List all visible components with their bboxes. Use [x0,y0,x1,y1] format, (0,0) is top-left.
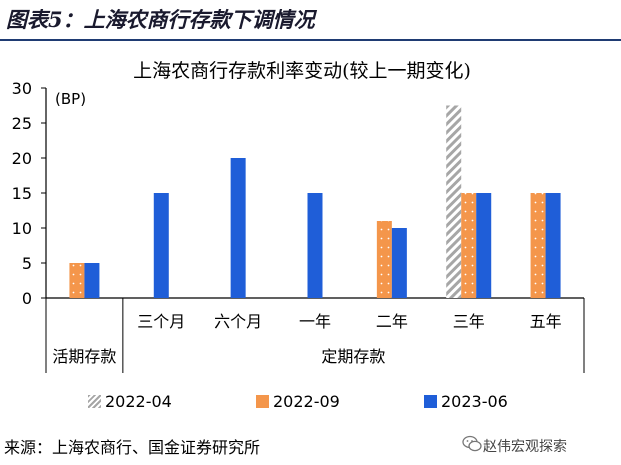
legend-swatch-2023-06 [424,395,437,408]
y-axis-unit: (BP) [55,90,86,108]
y-tick-label: 25 [12,114,32,133]
title-divider [0,39,621,41]
source-note: 来源：上海农商行、国金证券研究所 [4,438,261,457]
x-group-label: 活期存款 [52,347,116,366]
legend-label-2022-04: 2022-04 [105,392,172,411]
bar-2022-09-三年 [461,193,477,298]
legend-label-2023-06: 2023-06 [441,392,508,411]
bar-2023-06-活期存款 [84,263,100,298]
bar-2023-06-一年 [307,193,323,298]
brand-name: 赵伟宏观探索 [483,439,567,455]
y-tick-label: 10 [12,219,32,238]
x-tick-label: 六个月 [214,312,262,331]
bar-2023-06-六个月 [230,158,246,298]
legend-item-2022-09: 2022-09 [256,392,340,411]
wechat-icon [462,435,482,452]
legend-item-2023-06: 2023-06 [424,392,508,411]
bar-2022-04-三年 [446,105,462,298]
legend-swatch-2022-04 [88,395,101,408]
x-tick-label: 三年 [453,312,485,331]
x-group-label: 定期存款 [321,347,385,366]
x-tick-label: 三个月 [137,312,185,331]
bar-2023-06-三年 [476,193,492,298]
y-tick-label: 0 [22,289,32,308]
bar-2022-09-二年 [376,221,392,298]
y-tick-label: 5 [22,254,32,273]
bar-2022-09-活期存款 [69,263,85,298]
bar-chart: 上海农商行存款利率变动(较上一期变化) (BP) 0 5 10 15 20 25 30 三个… [12,60,585,373]
y-tick-label: 15 [12,184,32,203]
chart-title: 上海农商行存款利率变动(较上一期变化) [133,60,471,82]
legend-swatch-2022-09 [256,395,269,408]
bar-2023-06-二年 [391,228,407,298]
x-tick-label: 一年 [299,312,331,331]
legend-item-2022-04: 2022-04 [88,392,172,411]
bar-2023-06-五年 [545,193,561,298]
y-tick-label: 20 [12,149,32,168]
bar-2022-09-五年 [530,193,546,298]
figure-title: 图表5：上海农商行存款下调情况 [6,7,315,32]
legend-label-2022-09: 2022-09 [273,392,340,411]
y-tick-label: 30 [12,79,32,98]
x-tick-label: 二年 [376,312,408,331]
x-tick-label: 五年 [530,312,562,331]
bar-2023-06-三个月 [153,193,169,298]
